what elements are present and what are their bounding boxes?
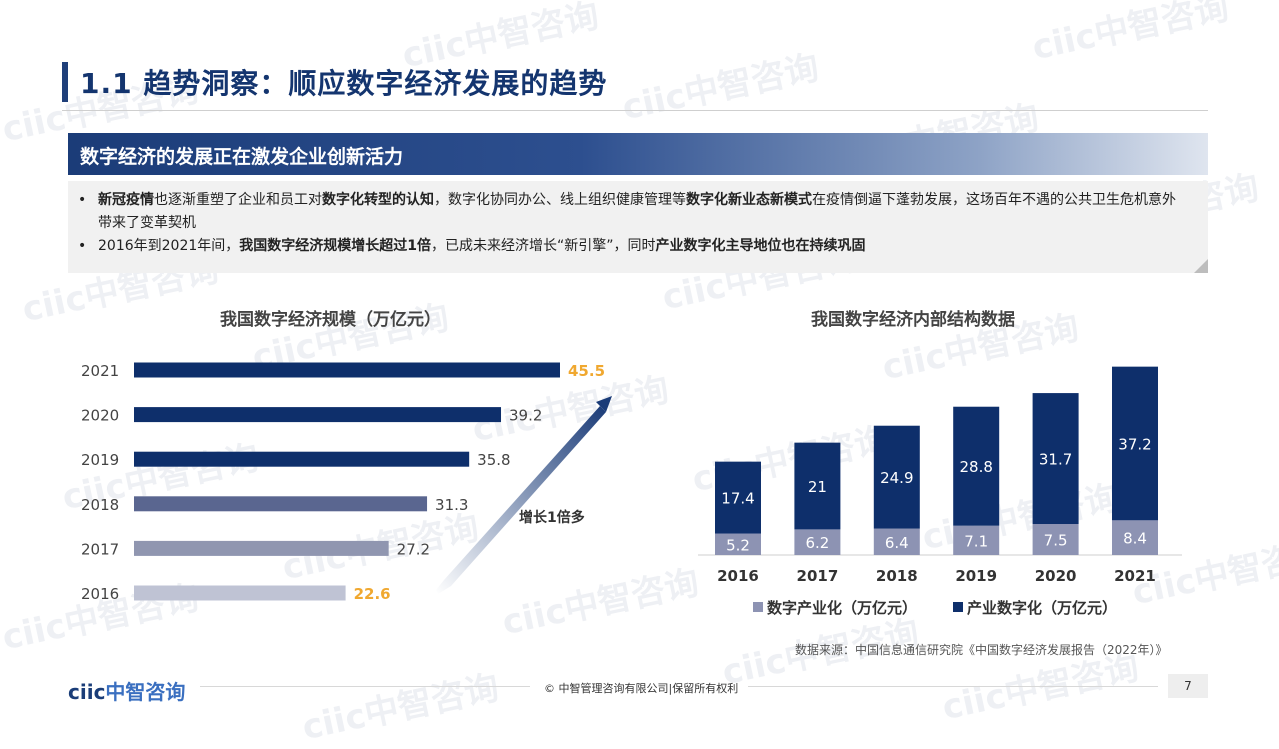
bullet-segment: 新冠疫情 <box>98 192 154 208</box>
copyright-text: © 中智管理咨询有限公司|保留所有权利 <box>544 682 739 695</box>
digital-industry-bar <box>794 529 841 555</box>
page-title: 1.1 趋势洞察：顺应数字经济发展的趋势 <box>80 67 608 100</box>
bullet-segment: 数字化转型的认知 <box>322 192 434 208</box>
structure-stacked-chart: 5.2 17.4 2016 6.2 21 2017 6.4 24.9 2018 7.1 28.8 20… <box>698 366 1182 617</box>
industry-digital-value-label: 31.7 <box>1039 451 1072 469</box>
scale-value-label: 22.6 <box>354 585 391 603</box>
year-tick-label: 2017 <box>81 540 119 558</box>
scale-bar <box>134 540 389 556</box>
page-fold-corner <box>1194 259 1208 273</box>
year-tick-label: 2016 <box>717 567 759 585</box>
legend-swatch <box>953 602 963 612</box>
bullet-box: 新冠疫情也逐渐重塑了企业和员工对数字化转型的认知，数字化协同办公、线上组织健康管… <box>68 181 1208 273</box>
industry-digital-bar <box>794 442 841 530</box>
scale-bar <box>134 451 470 467</box>
digital-industry-bar <box>873 528 920 555</box>
industry-digital-value-label: 28.8 <box>959 458 992 476</box>
industry-digital-bar <box>873 425 920 529</box>
industry-digital-value-label: 37.2 <box>1118 435 1151 453</box>
digital-industry-value-label: 6.4 <box>885 534 909 552</box>
industry-digital-value-label: 21 <box>808 478 827 496</box>
industry-digital-value-label: 17.4 <box>721 490 754 508</box>
logo-text-cn: 中智咨询 <box>105 680 186 704</box>
legend-label: 产业数字化（万亿元） <box>967 599 1117 617</box>
growth-annotation: 增长1倍多 <box>519 509 585 526</box>
digital-industry-value-label: 8.4 <box>1123 530 1147 548</box>
year-tick-label: 2021 <box>81 362 119 380</box>
scale-value-label: 27.2 <box>397 540 430 558</box>
digital-industry-bar <box>1032 524 1079 555</box>
bullet-segment: ，已成未来经济增长“新引擎”，同时 <box>431 238 656 254</box>
digital-industry-bar <box>715 533 761 555</box>
left-chart-title: 我国数字经济规模（万亿元） <box>220 310 441 330</box>
digital-industry-value-label: 7.5 <box>1044 532 1068 550</box>
logo-text: ciic <box>68 680 106 704</box>
year-tick-label: 2020 <box>81 407 119 425</box>
title-accent-bar <box>62 62 68 102</box>
footer-divider-left <box>200 686 530 687</box>
growth-arrow <box>436 406 606 594</box>
legend-label: 数字产业化（万亿元） <box>767 599 917 617</box>
scale-bar <box>134 496 428 512</box>
scale-bar <box>134 362 560 378</box>
bullet-segment: 产业数字化主导地位也在持续巩固 <box>655 238 866 254</box>
section-banner-text: 数字经济的发展正在激发企业创新活力 <box>80 146 404 168</box>
scale-bar <box>134 407 502 423</box>
footer-divider-right <box>748 686 1158 687</box>
scale-value-label: 35.8 <box>477 451 510 469</box>
digital-industry-value-label: 6.2 <box>805 534 829 552</box>
digital-industry-value-label: 7.1 <box>964 532 988 550</box>
legend-swatch <box>753 602 763 612</box>
watermark: ciic中智咨询 <box>1028 0 1233 69</box>
bullet-segment: 也逐渐重塑了企业和员工对 <box>154 192 322 208</box>
data-source-note: 数据来源：中国信息通信研究院《中国数字经济发展报告（2022年）》 <box>795 643 1168 657</box>
scale-value-label: 45.5 <box>568 362 605 380</box>
year-tick-label: 2018 <box>876 567 918 585</box>
year-tick-label: 2019 <box>81 451 119 469</box>
industry-digital-value-label: 24.9 <box>880 469 913 487</box>
bullet-segment: 2016年到2021年间， <box>98 238 240 254</box>
scale-bar-chart: 2021 45.5 2020 39.2 2019 35.8 2018 31.3 2017 27.2… <box>81 362 612 603</box>
page-number: 7 <box>1168 674 1208 698</box>
scale-value-label: 31.3 <box>435 496 468 514</box>
scale-bar <box>134 585 346 601</box>
title-divider <box>62 110 1208 111</box>
year-tick-label: 2018 <box>81 496 119 514</box>
growth-arrowhead <box>596 396 612 412</box>
digital-industry-value-label: 5.2 <box>726 536 750 554</box>
watermark: ciic中智咨询 <box>618 47 823 129</box>
year-tick-label: 2020 <box>1035 567 1077 585</box>
digital-industry-bar <box>953 525 1000 555</box>
industry-digital-bar <box>953 406 1000 526</box>
year-tick-label: 2016 <box>81 585 119 603</box>
industry-digital-bar <box>1112 366 1158 521</box>
bullet-segment: 在疫情倒逼下蓬勃发展，这场百年不遇的公共卫生危机意外带来了变革契机 <box>98 192 1176 231</box>
year-tick-label: 2017 <box>797 567 839 585</box>
year-tick-label: 2019 <box>955 567 997 585</box>
digital-industry-bar <box>1112 520 1158 555</box>
industry-digital-bar <box>1032 393 1079 525</box>
year-tick-label: 2021 <box>1114 567 1156 585</box>
watermark: ciic中智咨询 <box>298 667 503 749</box>
scale-value-label: 39.2 <box>509 407 542 425</box>
bullet-item: 新冠疫情也逐渐重塑了企业和员工对数字化转型的认知，数字化协同办公、线上组织健康管… <box>78 189 1186 235</box>
bullet-segment: ，数字化协同办公、线上组织健康管理等 <box>434 192 686 208</box>
right-chart-title: 我国数字经济内部结构数据 <box>811 310 1015 330</box>
ciic-logo: ciic中智咨询 <box>68 676 185 705</box>
industry-digital-bar <box>715 461 761 534</box>
section-banner: 数字经济的发展正在激发企业创新活力 <box>68 133 1208 175</box>
bullet-item: 2016年到2021年间，我国数字经济规模增长超过1倍，已成未来经济增长“新引擎… <box>78 235 1186 258</box>
bullet-segment: 我国数字经济规模增长超过1倍 <box>239 238 432 254</box>
bullet-segment: 数字化新业态新模式 <box>686 192 812 208</box>
